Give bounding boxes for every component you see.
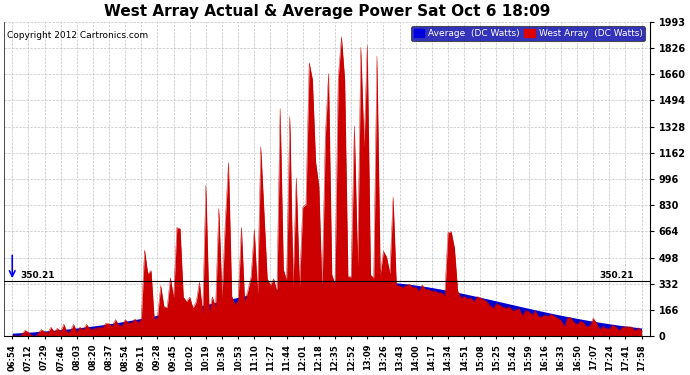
Text: 350.21: 350.21 bbox=[20, 271, 55, 280]
Title: West Array Actual & Average Power Sat Oct 6 18:09: West Array Actual & Average Power Sat Oc… bbox=[104, 4, 550, 19]
Text: 350.21: 350.21 bbox=[599, 271, 633, 280]
Legend: Average  (DC Watts), West Array  (DC Watts): Average (DC Watts), West Array (DC Watts… bbox=[411, 26, 645, 40]
Text: Copyright 2012 Cartronics.com: Copyright 2012 Cartronics.com bbox=[8, 31, 148, 40]
